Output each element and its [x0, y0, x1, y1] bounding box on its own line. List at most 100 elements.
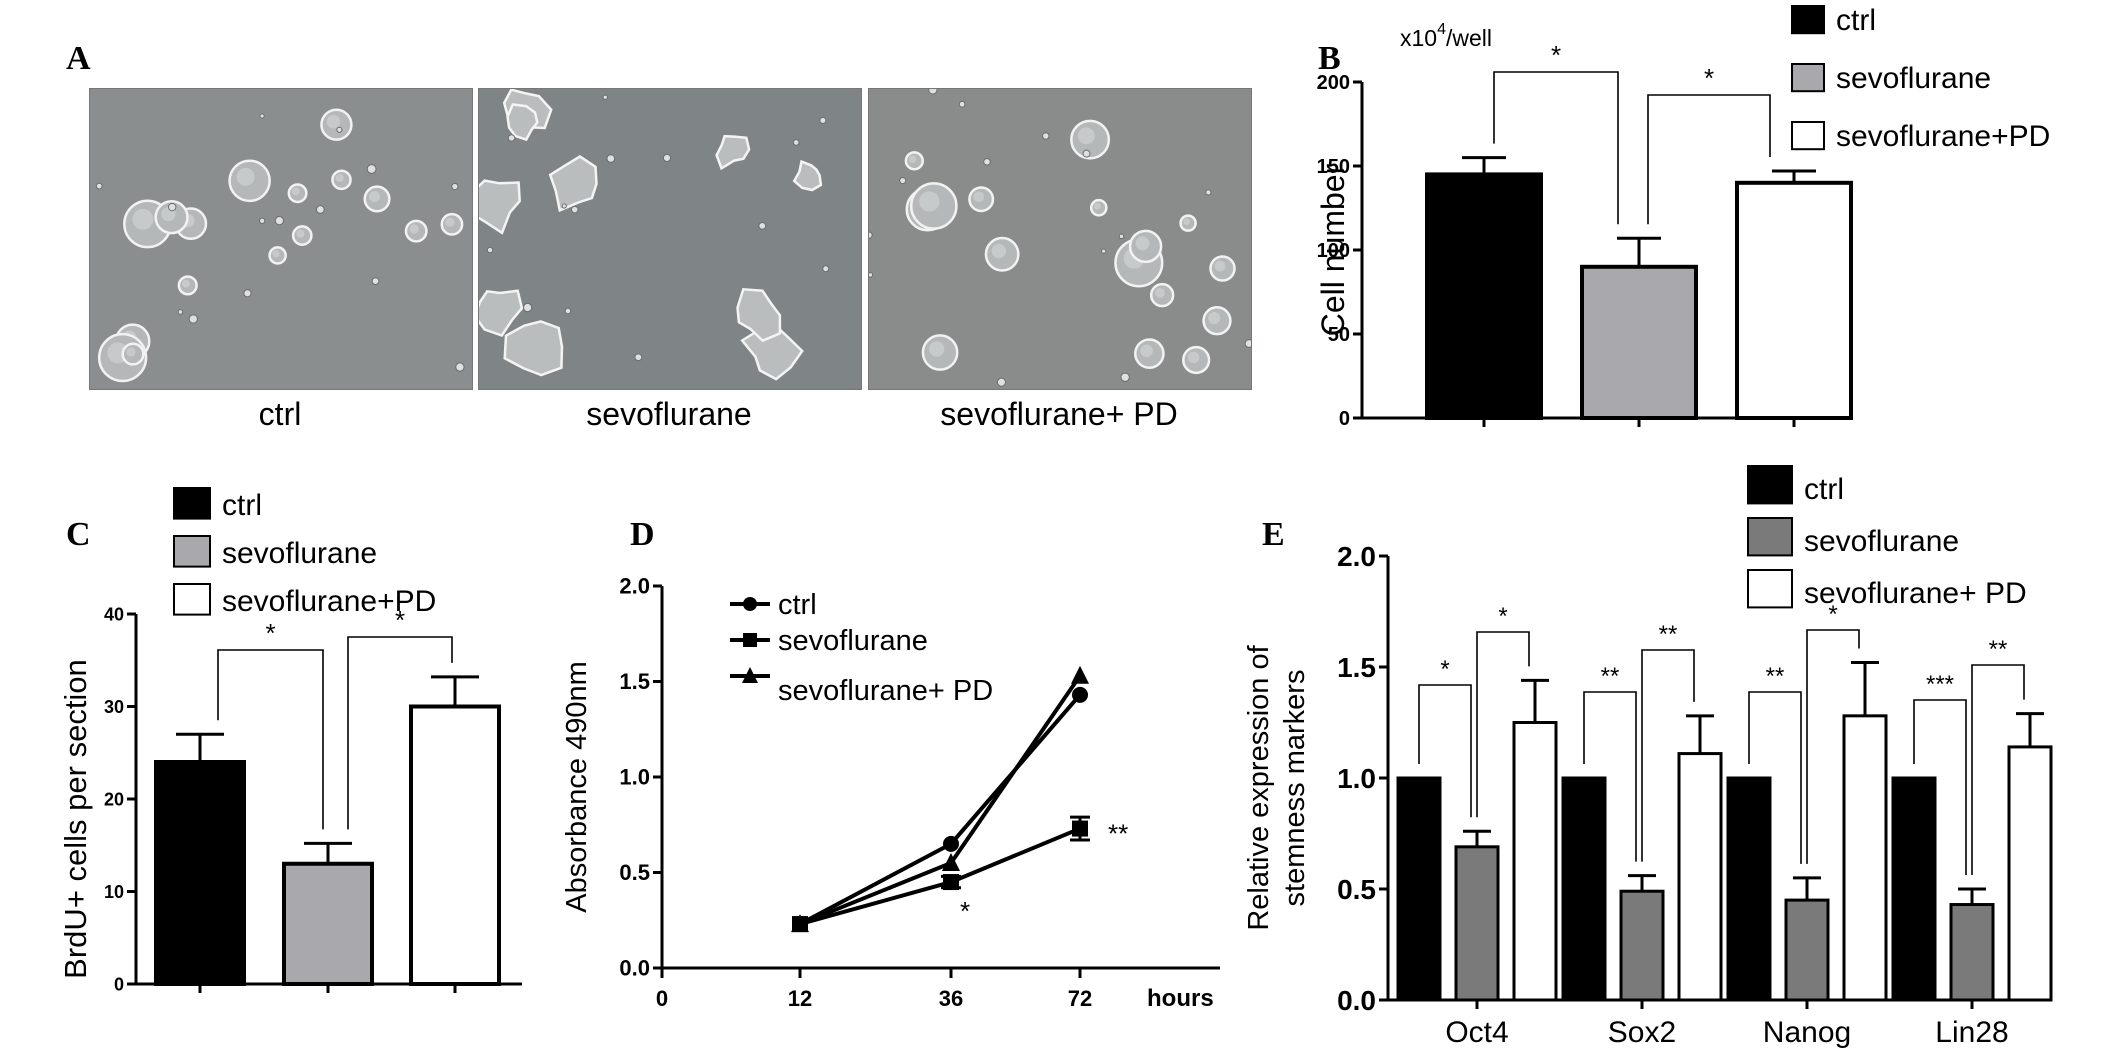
chart-b-legend-label: ctrl [1836, 4, 1876, 37]
chart-d-legend-marker [743, 597, 757, 611]
chart-e-x-tick-label: Lin28 [1935, 1016, 2008, 1049]
debris-dot [259, 113, 265, 119]
chart-e-x-tick-label: Oct4 [1445, 1016, 1508, 1049]
chart-e-x-tick-label: Sox2 [1608, 1016, 1676, 1049]
chart-e-x-tick-label: Nanog [1763, 1016, 1851, 1049]
chart-d-y-tick-label: 0.5 [619, 860, 650, 885]
chart-e-significance-4-label: ** [1659, 621, 1678, 648]
cell-colony [736, 287, 782, 343]
chart-c-significance-2 [347, 636, 453, 830]
chart-e-bar-lin28-1 [1949, 903, 1995, 1002]
chart-e-significance-3-label: ** [1601, 663, 1620, 690]
chart-c-bar-0 [154, 760, 246, 986]
chart-b-significance-2 [1647, 94, 1771, 225]
chart-d-legend-marker [742, 667, 758, 683]
chart-c-legend-swatch [173, 583, 211, 616]
cell-colony [740, 324, 804, 381]
chart-e-bar-lin28-2 [2007, 745, 2053, 1002]
chart-c-legend-label: ctrl [222, 489, 262, 522]
chart-e-y-label-line1: Relative expression of [1243, 644, 1275, 930]
chart-b-unit: x104/well [1400, 21, 1492, 51]
chart-b-y-tick-label: 0 [1339, 408, 1350, 430]
panel-letter-b: B [1318, 40, 1341, 77]
chart-c-y-tick-label: 0 [114, 974, 124, 994]
chart-e-y-tick-label: 1.5 [1337, 652, 1376, 683]
debris-dot [602, 94, 608, 100]
cell-colony-highlight [181, 279, 190, 288]
debris-dot [634, 353, 643, 362]
micrograph-sevoflurane [478, 88, 862, 390]
debris-dot [371, 277, 380, 285]
micrograph-label-ctrl: ctrl [258, 396, 302, 432]
chart-b-significance-1 [1493, 71, 1619, 225]
chart-e-y-tick-label: 1.0 [1337, 763, 1376, 794]
chart-d-point-2 [791, 914, 809, 933]
chart-b-legend-label: sevoflurane+PD [1836, 120, 2050, 153]
chart-e-y-label-line2: stemness markers [1279, 670, 1311, 907]
chart-e-legend-label: ctrl [1804, 473, 1844, 506]
chart-e-significance-7-label: *** [1926, 671, 1954, 698]
chart-d-point-2 [942, 852, 960, 871]
debris-dot [451, 182, 459, 191]
chart-e-significance-5-label: ** [1766, 663, 1785, 690]
chart-c-legend-label: sevoflurane+PD [222, 585, 436, 618]
cell-colony-highlight [991, 243, 1007, 259]
cell-colony-highlight [409, 224, 419, 234]
chart-e-legend-swatch [1747, 465, 1793, 505]
debris-dot [869, 231, 873, 239]
cell-colony-highlight [369, 190, 381, 203]
cell-colony-highlight [132, 208, 154, 230]
chart-c-significance-1 [217, 649, 324, 830]
debris-dot [561, 203, 567, 209]
chart-b: 0 50 100 150 200 Cell number x104/well * * ctrl se… [1315, 4, 2050, 430]
chart-d-y-tick-label: 1.0 [619, 765, 650, 790]
chart-d-point-0 [1072, 686, 1088, 703]
chart-c-y-tick-label: 20 [104, 789, 124, 809]
cell-colony-highlight [1187, 351, 1200, 364]
chart-d-legend-label: ctrl [778, 589, 817, 621]
chart-d: 0.0 0.5 1.0 1.5 2.0 0 12 36 72 hours Absorbance 49… [561, 574, 1220, 1012]
cell-colony-highlight [126, 347, 136, 357]
chart-e-significance-6-label: * [1828, 601, 1837, 628]
debris-dot [983, 158, 991, 166]
cell-colony [715, 134, 751, 171]
chart-c-significance-1-label: * [265, 618, 275, 648]
cell-colony-highlight [1135, 236, 1150, 251]
chart-d-x-tick-label: 72 [1068, 986, 1092, 1011]
panel-letter-a: A [66, 40, 91, 77]
chart-c-significance-2-label: * [395, 605, 405, 635]
chart-d-x-label: hours [1147, 985, 1214, 1012]
chart-e-significance-8-label: ** [1989, 636, 2008, 663]
chart-e-bar-nanog-0 [1726, 776, 1772, 1002]
cell-colony [479, 289, 524, 338]
debris-dot [958, 100, 966, 108]
chart-e-bar-oct4-2 [1512, 721, 1558, 1002]
cell-colony-highlight [919, 191, 940, 212]
debris-dot [869, 272, 874, 278]
chart-d-y-tick-label: 2.0 [619, 574, 650, 599]
cell-colony-highlight [1077, 127, 1095, 145]
cell-colony-highlight [272, 250, 280, 258]
debris-dot [243, 289, 252, 298]
chart-d-legend-label: sevoflurane [778, 625, 928, 657]
chart-e-bar-oct4-0 [1396, 776, 1442, 1002]
chart-b-significance-1-label: * [1551, 40, 1561, 70]
cell-colony-highlight [1183, 218, 1190, 226]
debris-dot [1244, 339, 1251, 348]
panel-letter-e: E [1262, 516, 1285, 553]
chart-c-legend-swatch [173, 535, 211, 568]
chart-c-bar-1 [282, 861, 374, 986]
debris-dot [564, 307, 572, 315]
debris-dot [570, 205, 579, 214]
chart-e-significance-5 [1748, 691, 1802, 864]
chart-e-significance-4 [1641, 649, 1695, 862]
chart-e-bar-sox2-2 [1677, 752, 1723, 1002]
chart-d-x-tick-label: 12 [788, 986, 812, 1011]
cell-colony-highlight [236, 167, 255, 186]
debris-dot [606, 154, 616, 163]
chart-e-bar-sox2-0 [1561, 776, 1607, 1002]
chart-c: 0 10 20 30 40 BrdU+ cells per section * * ctrl se… [58, 487, 522, 994]
cell-colony-highlight [1093, 202, 1101, 210]
chart-e-y-tick-label: 0.5 [1337, 874, 1376, 905]
